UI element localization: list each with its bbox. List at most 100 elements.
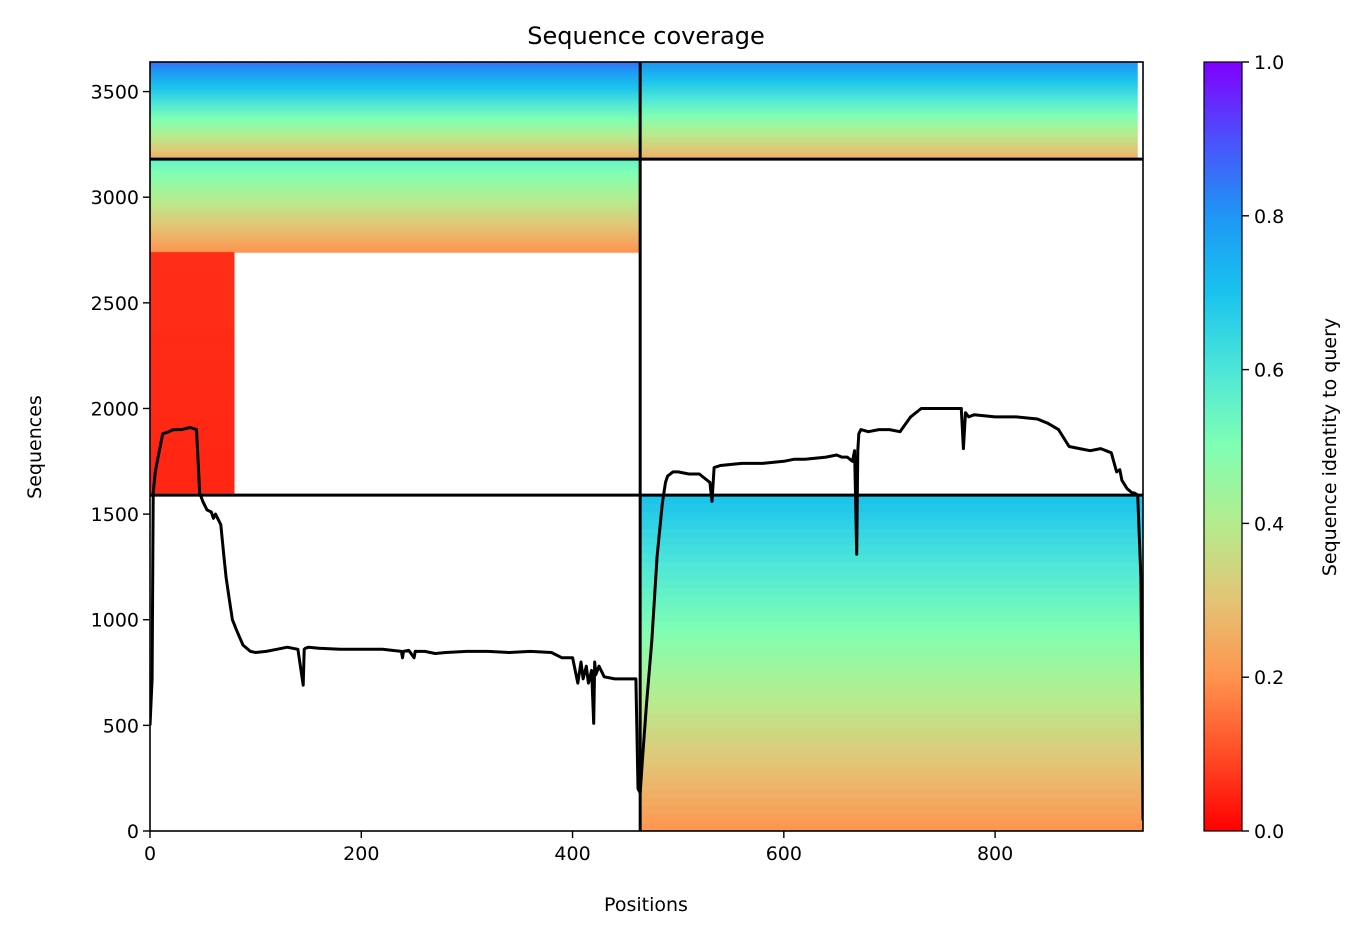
- coverage-row: [150, 191, 641, 195]
- coverage-row: [150, 372, 235, 380]
- coverage-row: [150, 122, 641, 126]
- coverage-row: [150, 194, 641, 197]
- coverage-row: [640, 132, 1138, 136]
- y-tick-label: 1500: [91, 504, 139, 526]
- coverage-row: [150, 233, 641, 237]
- coverage-row: [150, 203, 641, 207]
- coverage-row: [640, 79, 1138, 83]
- colorbar-tick-label: 1.0: [1254, 52, 1284, 74]
- y-tick-label: 2500: [91, 293, 139, 315]
- coverage-row: [150, 117, 641, 121]
- coverage-row: [150, 110, 641, 114]
- coverage-row: [640, 595, 1143, 605]
- coverage-row: [150, 384, 235, 392]
- coverage-row: [150, 396, 235, 404]
- coverage-row: [150, 426, 235, 434]
- coverage-row: [150, 360, 235, 368]
- coverage-row: [150, 207, 641, 211]
- block-mid-left-upper: [150, 159, 641, 253]
- coverage-row: [150, 137, 641, 141]
- coverage-row: [640, 663, 1143, 673]
- coverage-blocks: [150, 62, 1143, 831]
- coverage-row: [150, 81, 641, 85]
- coverage-row: [150, 62, 641, 66]
- coverage-row: [640, 705, 1143, 715]
- coverage-row: [150, 149, 641, 153]
- colorbar-tick-label: 0.8: [1254, 206, 1284, 228]
- coverage-row: [640, 654, 1143, 664]
- coverage-row: [150, 228, 641, 232]
- coverage-row: [150, 147, 641, 151]
- coverage-row: [150, 414, 235, 422]
- coverage-row: [640, 81, 1138, 85]
- y-axis-label: Sequences: [24, 395, 46, 499]
- coverage-row: [150, 306, 235, 313]
- coverage-row: [640, 814, 1143, 824]
- coverage-row: [640, 805, 1143, 815]
- coverage-row: [640, 646, 1143, 656]
- chart-title: Sequence coverage: [527, 22, 764, 50]
- x-tick-label: 200: [343, 843, 379, 865]
- coverage-row: [640, 730, 1143, 740]
- colorbar-label: Sequence identity to query: [1319, 318, 1341, 576]
- coverage-row: [150, 173, 641, 177]
- coverage-row: [150, 66, 641, 70]
- coverage-row: [150, 468, 235, 476]
- coverage-row: [150, 175, 641, 179]
- coverage-row: [150, 450, 235, 458]
- coverage-row: [150, 235, 641, 239]
- coverage-row: [640, 604, 1143, 614]
- coverage-row: [150, 378, 235, 386]
- coverage-row: [640, 147, 1138, 151]
- coverage-row: [150, 163, 641, 167]
- coverage-row: [640, 105, 1138, 109]
- coverage-row: [150, 120, 641, 124]
- coverage-row: [640, 612, 1143, 622]
- coverage-row: [150, 151, 641, 155]
- coverage-row: [150, 168, 641, 172]
- coverage-row: [640, 93, 1138, 97]
- coverage-row: [150, 93, 641, 97]
- coverage-row: [150, 444, 235, 452]
- coverage-row: [150, 83, 641, 87]
- coverage-row: [640, 738, 1143, 748]
- coverage-row: [150, 127, 641, 131]
- coverage-row: [640, 789, 1143, 799]
- coverage-row: [640, 679, 1143, 689]
- coverage-row: [640, 108, 1138, 112]
- coverage-row: [640, 553, 1143, 563]
- coverage-row: [150, 420, 235, 428]
- coverage-row: [150, 282, 235, 289]
- coverage-row: [150, 125, 641, 129]
- coverage-row: [640, 64, 1138, 68]
- coverage-row: [150, 103, 641, 107]
- coverage-row: [640, 545, 1143, 555]
- coverage-row: [150, 130, 641, 134]
- coverage-row: [640, 151, 1138, 155]
- coverage-row: [150, 105, 641, 109]
- coverage-row: [150, 324, 235, 332]
- coverage-row: [640, 772, 1143, 782]
- block-mid-left-red: [150, 252, 235, 494]
- coverage-row: [640, 144, 1138, 148]
- coverage-row: [150, 456, 235, 464]
- x-axis-ticks: 0 200 400 600 800: [144, 831, 1013, 865]
- coverage-row: [640, 117, 1138, 121]
- coverage-row: [640, 637, 1143, 647]
- coverage-line-group: [150, 407, 1143, 821]
- coverage-row: [150, 247, 641, 251]
- coverage-row: [150, 115, 641, 119]
- colorbar-tick-label: 0.4: [1254, 513, 1284, 535]
- coverage-row: [150, 184, 641, 188]
- coverage-row: [150, 96, 641, 100]
- coverage-row: [150, 312, 235, 319]
- coverage-row: [150, 166, 641, 170]
- coverage-row: [150, 189, 641, 193]
- y-tick-label: 0: [127, 821, 139, 843]
- coverage-row: [150, 288, 235, 295]
- coverage-row: [640, 747, 1143, 757]
- coverage-row: [150, 240, 641, 244]
- coverage-row: [640, 62, 1138, 66]
- coverage-row: [640, 822, 1143, 831]
